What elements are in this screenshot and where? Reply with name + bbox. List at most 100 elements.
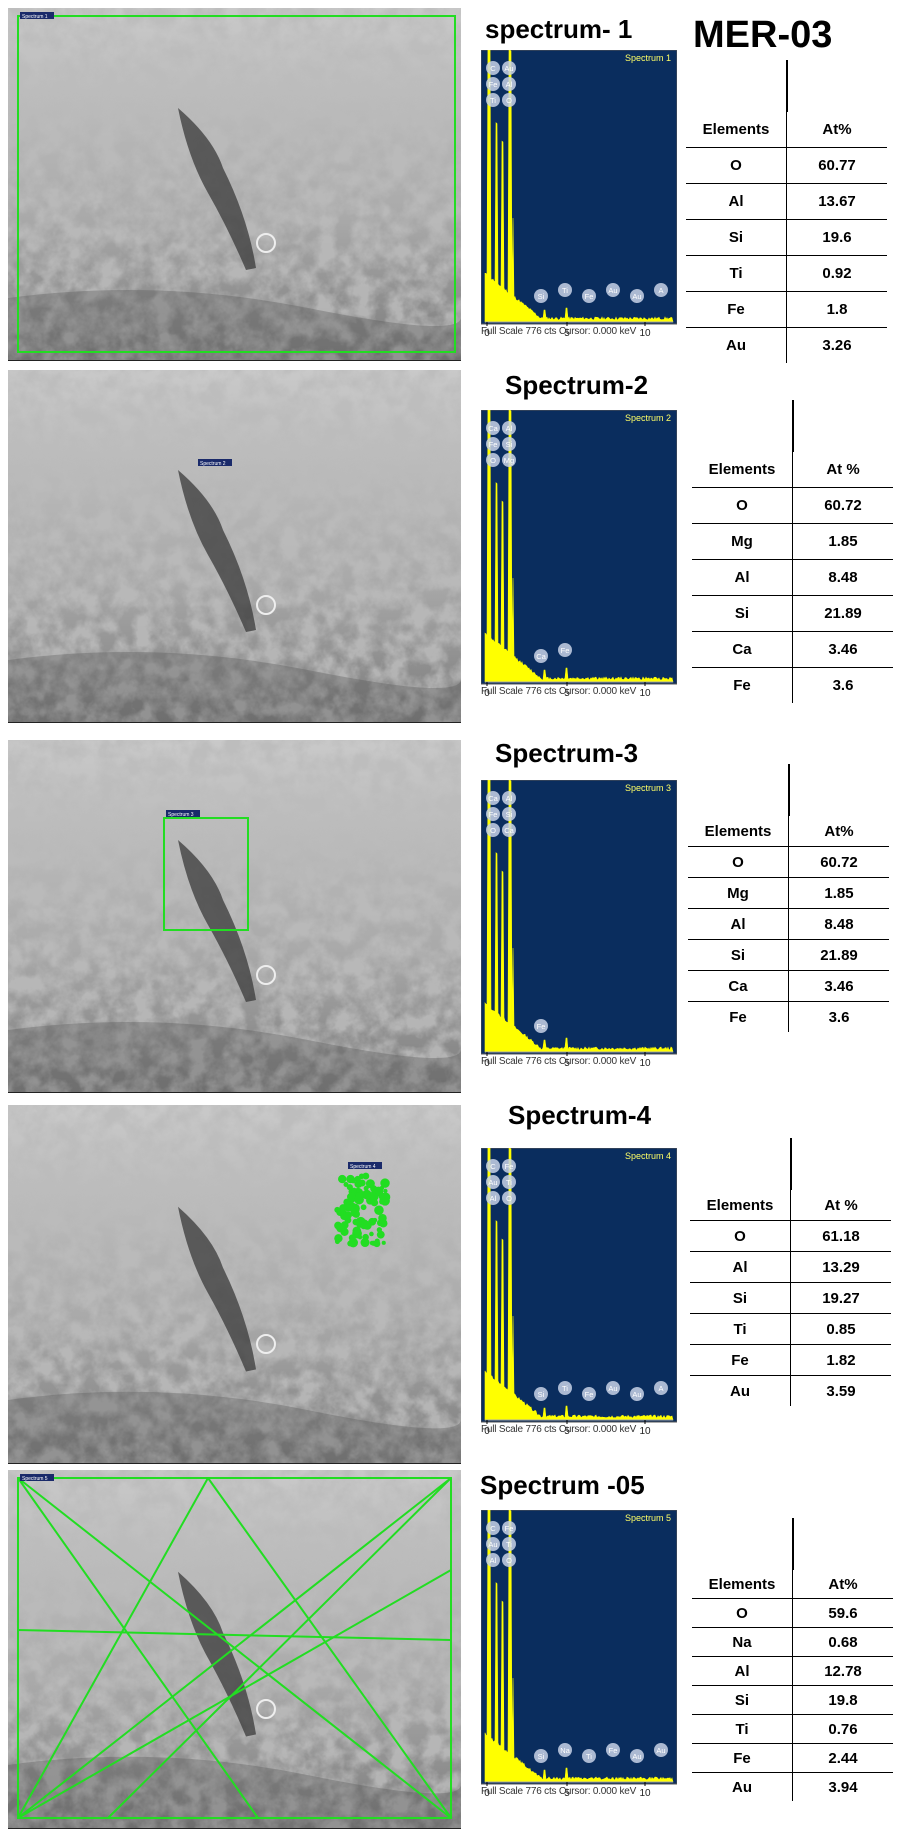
peak-label: O <box>490 456 496 465</box>
sem-region-tag: Spectrum 2 <box>200 461 226 467</box>
axis-tick-label: 0 <box>484 1426 490 1437</box>
peak-label: Si <box>538 1390 545 1399</box>
peak-label: Au <box>608 286 617 295</box>
element-symbol: Al <box>692 1656 793 1686</box>
element-symbol: O <box>692 1598 793 1628</box>
table-row: Si 21.89 <box>692 595 893 632</box>
sem-micrograph: Spectrum 3 <box>8 740 461 1093</box>
table-row: Si 19.27 <box>690 1282 891 1314</box>
element-symbol: Ti <box>692 1714 793 1744</box>
atomic-percent-value: 1.85 <box>788 877 889 909</box>
axis-tick-label: 0 <box>484 328 490 339</box>
column-header-atomic-percent: At % <box>792 452 893 488</box>
element-composition-table: Elements At% O 60.77 Al 13.67 Si 19.6 Ti 0.92 Fe 1.… <box>686 60 887 363</box>
spectrum-chart-label: Spectrum 2 <box>625 413 671 423</box>
table-row: Mg 1.85 <box>688 877 889 909</box>
table-row: Ti 0.85 <box>690 1313 891 1345</box>
table-row: Al 13.67 <box>686 183 887 220</box>
element-symbol: Si <box>688 939 789 971</box>
element-symbol: Fe <box>692 1743 793 1773</box>
spectrum-title: Spectrum-4 <box>508 1100 652 1130</box>
table-row: Au 3.59 <box>690 1375 891 1406</box>
table-row: Au 3.94 <box>692 1772 893 1801</box>
axis-tick-label: 0 <box>484 688 490 699</box>
element-symbol: Na <box>692 1627 793 1657</box>
element-composition-table: Elements At% O 60.72 Mg 1.85 Al 8.48 Si 21.89 Ca 3.… <box>688 764 889 1032</box>
spectrum-footer: Full Scale 776 cts Cursor: 0.000 keV <box>481 326 637 337</box>
table-row: Si 21.89 <box>688 939 889 971</box>
atomic-percent-value: 0.85 <box>790 1313 891 1345</box>
element-symbol: Al <box>690 1251 791 1283</box>
element-symbol: Au <box>692 1772 793 1801</box>
atomic-percent-value: 3.6 <box>828 1008 850 1026</box>
sem-micrograph: Spectrum 2 <box>8 370 461 723</box>
peak-label: Fe <box>585 1390 594 1399</box>
peak-label: Al <box>506 80 513 89</box>
spectrum-title: Spectrum -05 <box>480 1470 645 1500</box>
peak-label: Ti <box>506 1178 512 1187</box>
peak-label: Ca <box>536 652 546 661</box>
element-symbol: Al <box>692 559 793 596</box>
atomic-percent-value: 8.48 <box>792 559 893 596</box>
element-symbol: Ca <box>692 631 793 668</box>
column-header-elements: Elements <box>690 1190 791 1221</box>
table-divider <box>786 60 788 112</box>
element-symbol: Fe <box>688 1001 789 1032</box>
table-row: Fe 3.6 <box>688 1001 889 1032</box>
peak-label: Si <box>506 440 513 449</box>
peak-label: O <box>506 1194 512 1203</box>
atomic-percent-value: 21.89 <box>788 939 889 971</box>
spectrum-footer: Full Scale 776 cts Cursor: 0.000 keV <box>481 1424 637 1435</box>
table-row: O 61.18 <box>690 1220 891 1252</box>
table-row: Mg 1.85 <box>692 523 893 560</box>
peak-label: Ti <box>562 286 568 295</box>
peak-label: Ca <box>488 794 498 803</box>
element-symbol: Ti <box>690 1313 791 1345</box>
table-row: Al 13.29 <box>690 1251 891 1283</box>
eds-spectrum-chart: Spectrum 2 Ca Al Fe Si O Mg Ca Fe 0 5 10 Full Scale … <box>481 410 677 699</box>
sem-micrograph: Spectrum 1 <box>8 8 461 361</box>
peak-label: Fe <box>505 1524 514 1533</box>
sem-region-tag: Spectrum 5 <box>22 1476 48 1482</box>
element-symbol: Au <box>690 1375 791 1406</box>
peak-label: O <box>506 96 512 105</box>
atomic-percent-value: 0.68 <box>792 1627 893 1657</box>
peak-label: O <box>490 826 496 835</box>
eds-spectrum-chart: Spectrum 5CFeAuTiAlOSiNaTiFeAuAuA0510Ful… <box>481 1510 677 1799</box>
table-row: Al 8.48 <box>692 559 893 596</box>
table-row: Al 12.78 <box>692 1656 893 1686</box>
table-row: Ti 0.92 <box>686 255 887 292</box>
column-header-atomic-percent: At% <box>788 816 889 847</box>
peak-label: A <box>658 286 663 295</box>
atomic-percent-value: 13.67 <box>786 183 887 220</box>
eds-spectrum-chart: Spectrum 1 C Au Fe Al Ti O Si Ti Fe Au Au A 0 5 10 Full … <box>481 50 677 339</box>
element-symbol: Ca <box>688 970 789 1002</box>
peak-label: Ti <box>506 1540 512 1549</box>
peak-label: Fe <box>489 80 498 89</box>
spectrum-footer: Full Scale 776 cts Cursor: 0.000 keV <box>481 1056 637 1067</box>
element-composition-table: Elements At % O 61.18 Al 13.29 Si 19.27 Ti 0.85 Fe… <box>690 1138 891 1406</box>
table-row: O 60.72 <box>692 487 893 524</box>
peak-label: Au <box>504 64 513 73</box>
peak-label: Si <box>538 1752 545 1761</box>
atomic-percent-value: 3.94 <box>828 1778 858 1796</box>
atomic-percent-value: 13.29 <box>790 1251 891 1283</box>
atomic-percent-value: 60.77 <box>786 147 887 184</box>
table-row: Na 0.68 <box>692 1627 893 1657</box>
atomic-percent-value: 19.8 <box>792 1685 893 1715</box>
axis-tick-label: 5 <box>564 1058 570 1069</box>
atomic-percent-value: 8.48 <box>788 908 889 940</box>
element-symbol: Fe <box>692 667 793 703</box>
peak-label: Au <box>632 292 641 301</box>
axis-tick-label: 0 <box>484 1058 490 1069</box>
peak-label: A <box>658 1384 663 1393</box>
atomic-percent-value: 19.6 <box>786 219 887 256</box>
peak-label: Ca <box>504 826 514 835</box>
axis-tick-label: 10 <box>639 1788 651 1799</box>
spectrum-footer: Full Scale 776 cts Cursor: 0.000 keV <box>481 686 637 697</box>
axis-tick-label: 5 <box>564 1426 570 1437</box>
atomic-percent-value: 59.6 <box>792 1598 893 1628</box>
table-row: Ti 0.76 <box>692 1714 893 1744</box>
spectrum-chart-label: Spectrum 1 <box>625 53 671 63</box>
peak-label: Al <box>506 794 513 803</box>
